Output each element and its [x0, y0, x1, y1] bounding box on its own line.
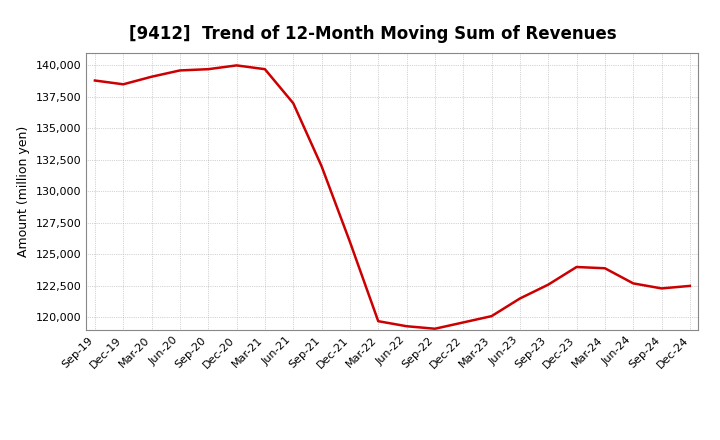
Text: [9412]  Trend of 12-Month Moving Sum of Revenues: [9412] Trend of 12-Month Moving Sum of R…: [130, 25, 617, 43]
Y-axis label: Amount (million yen): Amount (million yen): [17, 126, 30, 257]
